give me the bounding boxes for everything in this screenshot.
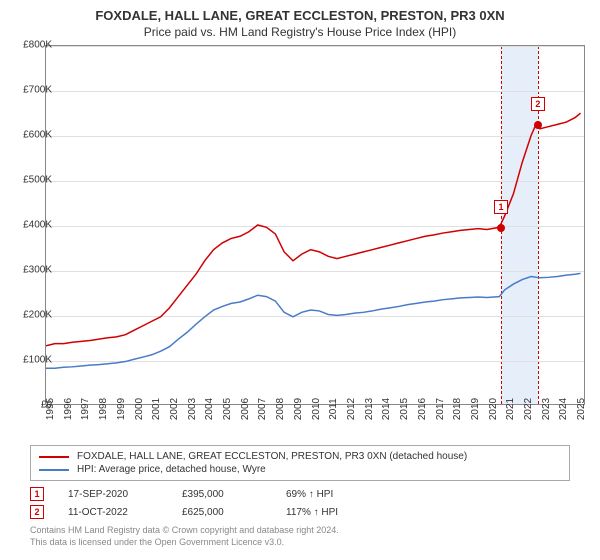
- x-tick-label: 2018: [452, 398, 463, 420]
- sale-marker: [497, 224, 505, 232]
- x-tick-label: 2024: [558, 398, 569, 420]
- y-tick-label: £500K: [23, 175, 52, 186]
- x-tick-label: 2025: [576, 398, 587, 420]
- x-tick-label: 2011: [328, 398, 339, 420]
- chart-title: FOXDALE, HALL LANE, GREAT ECCLESTON, PRE…: [0, 0, 600, 23]
- x-tick-label: 2002: [169, 398, 180, 420]
- table-row: 2 11-OCT-2022 £625,000 117% ↑ HPI: [30, 503, 570, 521]
- y-tick-label: £200K: [23, 310, 52, 321]
- x-tick-label: 2005: [222, 398, 233, 420]
- y-tick-label: £600K: [23, 130, 52, 141]
- legend: FOXDALE, HALL LANE, GREAT ECCLESTON, PRE…: [30, 445, 570, 481]
- transaction-price: £395,000: [182, 489, 262, 500]
- footer-line: Contains HM Land Registry data © Crown c…: [30, 525, 570, 537]
- x-tick-label: 2013: [364, 398, 375, 420]
- x-tick-label: 2021: [505, 398, 516, 420]
- x-tick-label: 2017: [435, 398, 446, 420]
- x-tick-label: 1996: [63, 398, 74, 420]
- transactions-table: 1 17-SEP-2020 £395,000 69% ↑ HPI 2 11-OC…: [30, 485, 570, 521]
- x-tick-label: 1997: [80, 398, 91, 420]
- chart-subtitle: Price paid vs. HM Land Registry's House …: [0, 23, 600, 45]
- legend-item: HPI: Average price, detached house, Wyre: [39, 463, 561, 476]
- x-tick-label: 2009: [293, 398, 304, 420]
- plot-area: 12: [45, 45, 585, 405]
- legend-swatch: [39, 456, 69, 458]
- sale-marker: [534, 121, 542, 129]
- x-tick-label: 2000: [134, 398, 145, 420]
- legend-label: FOXDALE, HALL LANE, GREAT ECCLESTON, PRE…: [77, 451, 467, 462]
- x-tick-label: 2004: [204, 398, 215, 420]
- x-tick-label: 2014: [381, 398, 392, 420]
- transaction-hpi: 69% ↑ HPI: [286, 489, 333, 500]
- transaction-price: £625,000: [182, 507, 262, 518]
- y-tick-label: £300K: [23, 265, 52, 276]
- y-tick-label: £800K: [23, 40, 52, 51]
- series-hpi: [46, 273, 581, 368]
- transaction-hpi: 117% ↑ HPI: [286, 507, 338, 518]
- x-tick-label: 1998: [98, 398, 109, 420]
- y-tick-label: £100K: [23, 355, 52, 366]
- x-tick-label: 1999: [116, 398, 127, 420]
- legend-item: FOXDALE, HALL LANE, GREAT ECCLESTON, PRE…: [39, 450, 561, 463]
- x-tick-label: 2022: [523, 398, 534, 420]
- chart-container: FOXDALE, HALL LANE, GREAT ECCLESTON, PRE…: [0, 0, 600, 560]
- legend-label: HPI: Average price, detached house, Wyre: [77, 464, 266, 475]
- footer: Contains HM Land Registry data © Crown c…: [30, 525, 570, 548]
- x-tick-label: 2016: [417, 398, 428, 420]
- x-tick-label: 2006: [240, 398, 251, 420]
- x-tick-label: 2007: [257, 398, 268, 420]
- sale-marker-label: 1: [494, 200, 508, 214]
- x-tick-label: 2020: [488, 398, 499, 420]
- y-tick-label: £700K: [23, 85, 52, 96]
- x-axis-labels: 1995199619971998199920002001200220032004…: [45, 405, 585, 441]
- x-tick-label: 2003: [187, 398, 198, 420]
- footer-line: This data is licensed under the Open Gov…: [30, 537, 570, 549]
- x-tick-label: 2008: [275, 398, 286, 420]
- table-row: 1 17-SEP-2020 £395,000 69% ↑ HPI: [30, 485, 570, 503]
- marker-badge: 2: [30, 505, 44, 519]
- marker-badge: 1: [30, 487, 44, 501]
- x-tick-label: 2015: [399, 398, 410, 420]
- transaction-date: 11-OCT-2022: [68, 507, 158, 518]
- x-tick-label: 2019: [470, 398, 481, 420]
- x-tick-label: 1995: [45, 398, 56, 420]
- x-tick-label: 2010: [311, 398, 322, 420]
- y-tick-label: £400K: [23, 220, 52, 231]
- x-tick-label: 2012: [346, 398, 357, 420]
- legend-swatch: [39, 469, 69, 471]
- sale-marker-label: 2: [531, 97, 545, 111]
- x-tick-label: 2001: [151, 398, 162, 420]
- x-tick-label: 2023: [541, 398, 552, 420]
- transaction-date: 17-SEP-2020: [68, 489, 158, 500]
